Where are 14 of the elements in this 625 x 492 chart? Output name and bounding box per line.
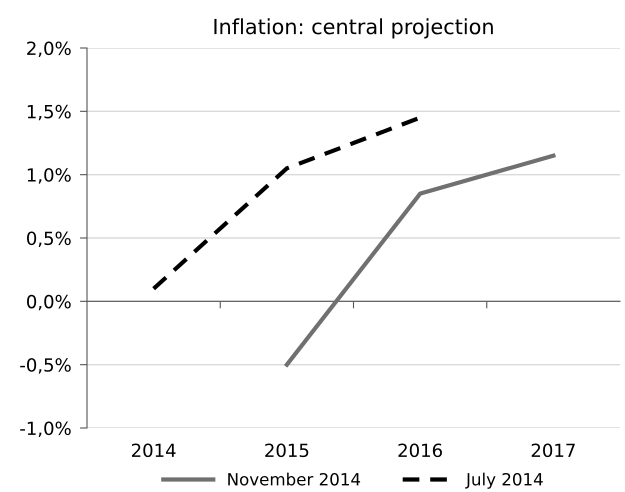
- x-tick-label: 2016: [398, 444, 442, 458]
- y-tick-label: 2,0%: [27, 41, 71, 57]
- x-tick-label: 2014: [132, 444, 176, 458]
- y-tick-label: 1,5%: [28, 104, 71, 120]
- chart-title: Inflation: central projection: [214, 18, 493, 38]
- y-tick-label: -1,0%: [20, 421, 71, 437]
- y-tick-label: -0,5%: [20, 358, 71, 374]
- x-tick-label: 2017: [532, 444, 575, 458]
- y-tick-label: 0,5%: [27, 231, 71, 247]
- x-tick-label: 2015: [265, 444, 308, 458]
- y-tick-label: 1,0%: [28, 168, 71, 184]
- legend-label: July 2014: [465, 472, 543, 489]
- legend-label: November 2014: [228, 472, 360, 486]
- y-tick-label: 0,0%: [27, 294, 71, 310]
